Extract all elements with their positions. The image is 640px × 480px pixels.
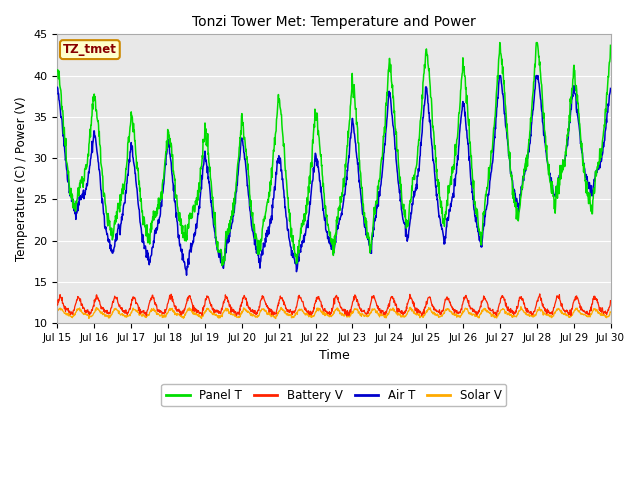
Battery V (492, 310, 500, 316)
Air T (177, 241, 184, 247)
Panel T (239, 122, 246, 128)
Panel T (607, 42, 614, 48)
Battery V (541, 309, 549, 315)
Battery V (163, 304, 171, 310)
Panel T (177, 222, 184, 228)
Solar V (541, 311, 549, 317)
Air T (420, 103, 428, 108)
Solar V (163, 311, 171, 317)
Air T (496, 73, 504, 79)
Solar V (177, 312, 184, 318)
Line: Panel T: Panel T (58, 43, 611, 266)
Battery V (54, 302, 61, 308)
Battery V (420, 307, 428, 313)
Air T (541, 144, 549, 150)
Panel T (163, 143, 171, 149)
Air T (607, 85, 614, 91)
Panel T (493, 91, 500, 96)
Solar V (420, 312, 428, 318)
Air T (493, 114, 500, 120)
Line: Air T: Air T (58, 76, 611, 275)
Battery V (177, 312, 184, 318)
X-axis label: Time: Time (319, 348, 349, 361)
Title: Tonzi Tower Met: Temperature and Power: Tonzi Tower Met: Temperature and Power (192, 15, 476, 29)
Battery V (239, 300, 246, 306)
Solar V (54, 309, 61, 314)
Battery V (536, 291, 543, 297)
Air T (239, 138, 246, 144)
Line: Solar V: Solar V (58, 307, 611, 319)
Panel T (420, 70, 428, 76)
Solar V (239, 308, 246, 314)
Panel T (541, 133, 549, 139)
Line: Battery V: Battery V (58, 294, 611, 316)
Battery V (607, 298, 614, 303)
Solar V (493, 314, 500, 320)
Air T (163, 149, 171, 155)
Legend: Panel T, Battery V, Air T, Solar V: Panel T, Battery V, Air T, Solar V (161, 384, 506, 407)
Solar V (607, 309, 614, 315)
Y-axis label: Temperature (C) / Power (V): Temperature (C) / Power (V) (15, 96, 28, 261)
Panel T (218, 263, 226, 269)
Panel T (54, 68, 61, 73)
Solar V (272, 316, 280, 322)
Air T (54, 84, 61, 90)
Solar V (517, 304, 525, 310)
Panel T (496, 40, 504, 46)
Text: TZ_tmet: TZ_tmet (63, 43, 117, 56)
Air T (182, 272, 190, 278)
Battery V (493, 313, 500, 319)
